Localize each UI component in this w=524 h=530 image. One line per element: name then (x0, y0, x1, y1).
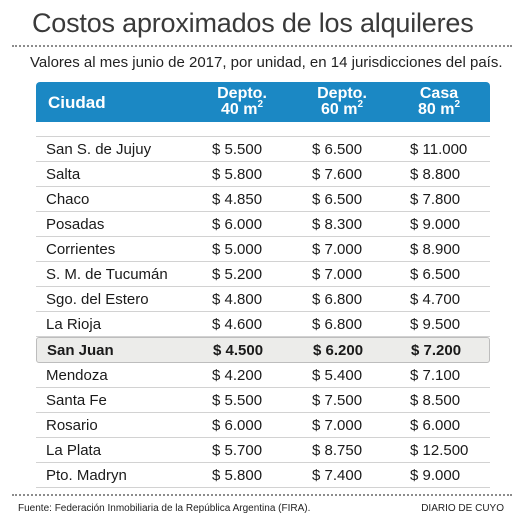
header-depto-60-unit: 60 m (320, 101, 358, 118)
cell-city: Salta (46, 166, 81, 183)
cell-casa-80: $ 9.500 (410, 316, 461, 333)
cell-depto-40: $ 5.500 (212, 141, 263, 158)
cell-depto-40: $ 5.700 (212, 442, 263, 459)
table-header: Ciudad Depto. 40 m2 Depto. 60 m2 Casa 80… (36, 82, 490, 122)
table-body: San S. de Jujuy $ 5.500 $ 6.500 $ 11.000… (36, 136, 490, 488)
cell-depto-40: $ 5.000 (212, 241, 263, 258)
cell-casa-80: $ 12.500 (410, 442, 469, 459)
header-depto-60-line1: Depto. (317, 85, 367, 102)
cell-casa-80: $ 7.800 (410, 191, 461, 208)
bottom-divider (12, 494, 512, 496)
header-depto-40-unit: 40 m (220, 101, 258, 118)
cell-city: Corrientes (46, 241, 116, 258)
table-row: Sgo. del Estero $ 4.800 $ 6.800 $ 4.700 (36, 287, 490, 312)
table-row: Chaco $ 4.850 $ 6.500 $ 7.800 (36, 187, 490, 212)
cell-casa-80: $ 8.900 (410, 241, 461, 258)
page-subtitle: Valores al mes junio de 2017, por unidad… (30, 54, 503, 71)
header-casa-80-line1: Casa (419, 85, 459, 102)
header-casa-80-sup: 2 (454, 98, 461, 110)
cell-depto-60: $ 6.500 (312, 141, 363, 158)
header-depto-40-line2: 40 m2 (188, 98, 296, 118)
table-row: Pto. Madryn $ 5.800 $ 7.400 $ 9.000 (36, 463, 490, 488)
cell-casa-80: $ 8.800 (410, 166, 461, 183)
header-casa-80-line2: 80 m2 (388, 98, 490, 118)
table-row: La Rioja $ 4.600 $ 6.800 $ 9.500 (36, 312, 490, 337)
table-row: S. M. de Tucumán $ 5.200 $ 7.000 $ 6.500 (36, 262, 490, 287)
cell-depto-40: $ 6.000 (212, 216, 263, 233)
header-depto-40-sup: 2 (257, 98, 264, 110)
cell-depto-60: $ 7.000 (312, 241, 363, 258)
cell-casa-80: $ 6.000 (410, 417, 461, 434)
cell-casa-80: $ 11.000 (410, 141, 468, 158)
cell-city: Chaco (46, 191, 90, 208)
table-row: Rosario $ 6.000 $ 7.000 $ 6.000 (36, 413, 490, 438)
cell-depto-40: $ 4.500 (213, 342, 264, 359)
cell-casa-80: $ 6.500 (410, 266, 461, 283)
cell-depto-60: $ 6.800 (312, 316, 363, 333)
table-row-highlighted: San Juan $ 4.500 $ 6.200 $ 7.200 (36, 337, 490, 363)
header-casa-80-unit: 80 m (417, 101, 455, 118)
cell-depto-60: $ 7.000 (312, 266, 363, 283)
cell-city: Santa Fe (46, 392, 107, 409)
cell-city: San Juan (47, 342, 114, 359)
header-depto-60: Depto. 60 m2 (288, 86, 396, 118)
cell-depto-60: $ 8.300 (312, 216, 363, 233)
header-depto-40: Depto. 40 m2 (188, 86, 296, 118)
cell-city: La Plata (46, 442, 102, 459)
cell-casa-80: $ 7.200 (411, 342, 462, 359)
table-row: Mendoza $ 4.200 $ 5.400 $ 7.100 (36, 363, 490, 388)
table-row: Posadas $ 6.000 $ 8.300 $ 9.000 (36, 212, 490, 237)
page-title: Costos aproximados de los alquileres (32, 8, 474, 38)
header-depto-60-sup: 2 (357, 98, 364, 110)
cell-depto-60: $ 6.200 (313, 342, 364, 359)
cell-city: La Rioja (46, 316, 102, 333)
cell-city: Pto. Madryn (46, 467, 127, 484)
cell-depto-40: $ 5.800 (212, 467, 263, 484)
cell-casa-80: $ 9.000 (410, 216, 461, 233)
cell-city: Rosario (46, 417, 98, 434)
table-row: San S. de Jujuy $ 5.500 $ 6.500 $ 11.000 (36, 136, 490, 162)
cell-city: Mendoza (46, 367, 108, 384)
cell-casa-80: $ 4.700 (410, 291, 461, 308)
table-row: Santa Fe $ 5.500 $ 7.500 $ 8.500 (36, 388, 490, 413)
cell-depto-40: $ 4.850 (212, 191, 263, 208)
cell-depto-40: $ 4.200 (212, 367, 263, 384)
cell-depto-40: $ 4.800 (212, 291, 263, 308)
cell-depto-60: $ 7.500 (312, 392, 363, 409)
cell-city: Sgo. del Estero (46, 291, 149, 308)
cell-depto-60: $ 7.000 (312, 417, 363, 434)
cell-depto-60: $ 7.600 (312, 166, 363, 183)
header-depto-60-line2: 60 m2 (288, 98, 396, 118)
top-divider (12, 45, 512, 47)
cell-depto-40: $ 6.000 (212, 417, 263, 434)
cell-depto-40: $ 5.800 (212, 166, 263, 183)
header-city-label: Ciudad (48, 93, 106, 112)
cell-city: San S. de Jujuy (46, 141, 152, 158)
cell-depto-60: $ 6.800 (312, 291, 363, 308)
table-row: Salta $ 5.800 $ 7.600 $ 8.800 (36, 162, 490, 187)
publisher-credit: DIARIO DE CUYO (421, 503, 504, 514)
header-depto-40-line1: Depto. (217, 85, 267, 102)
cell-depto-60: $ 8.750 (312, 442, 363, 459)
table-row: Corrientes $ 5.000 $ 7.000 $ 8.900 (36, 237, 490, 262)
header-city: Ciudad (48, 93, 106, 112)
cell-casa-80: $ 7.100 (410, 367, 461, 384)
cell-depto-60: $ 5.400 (312, 367, 363, 384)
cell-casa-80: $ 9.000 (410, 467, 461, 484)
cell-city: S. M. de Tucumán (46, 266, 168, 283)
cell-depto-60: $ 7.400 (312, 467, 363, 484)
cell-depto-40: $ 5.500 (212, 392, 263, 409)
table-row: La Plata $ 5.700 $ 8.750 $ 12.500 (36, 438, 490, 463)
header-casa-80: Casa 80 m2 (388, 86, 490, 118)
cell-casa-80: $ 8.500 (410, 392, 461, 409)
source-note: Fuente: Federación Inmobiliaria de la Re… (18, 503, 311, 514)
cell-depto-40: $ 5.200 (212, 266, 263, 283)
cell-depto-60: $ 6.500 (312, 191, 363, 208)
cell-city: Posadas (46, 216, 105, 233)
cell-depto-40: $ 4.600 (212, 316, 263, 333)
